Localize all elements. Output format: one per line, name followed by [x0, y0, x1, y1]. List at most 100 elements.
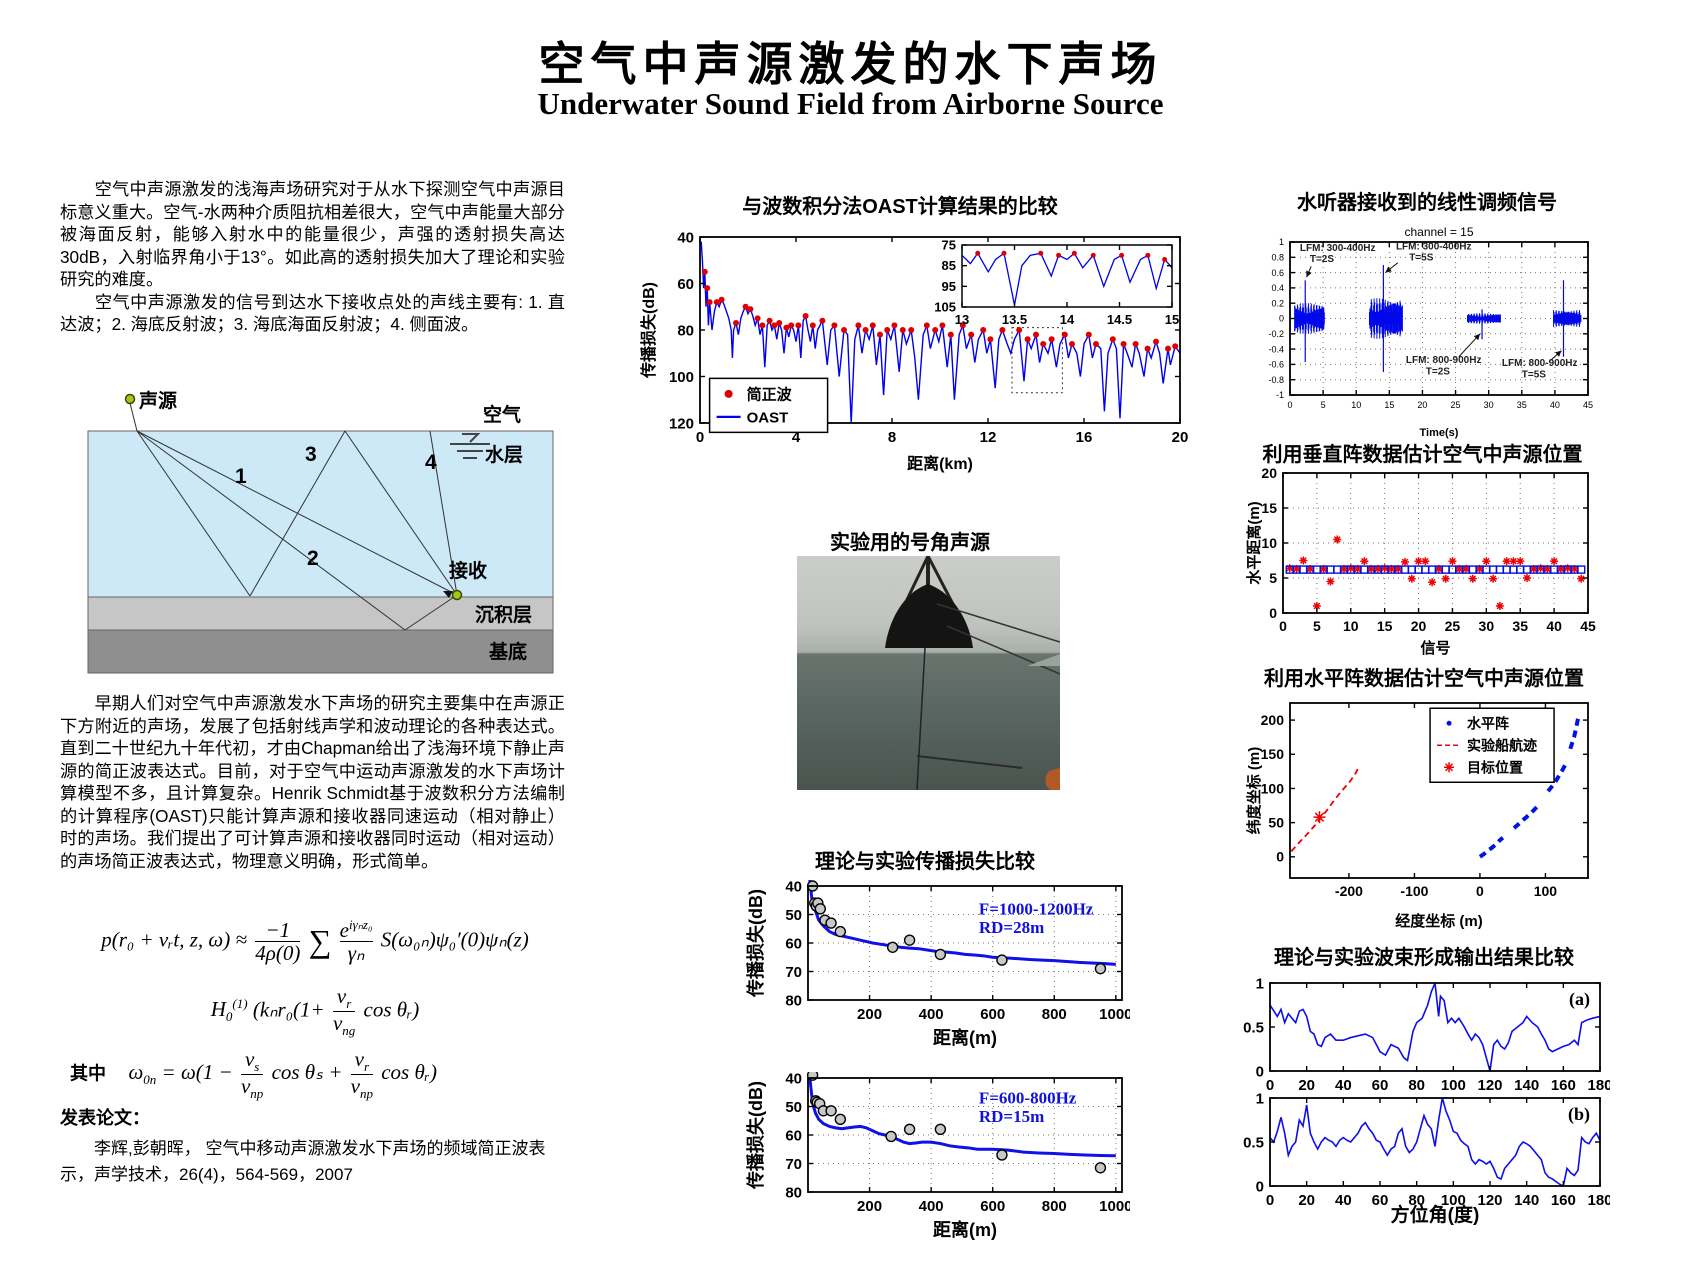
svg-text:传播损失(dB): 传播损失(dB): [639, 282, 658, 379]
svg-text:13.5: 13.5: [1002, 312, 1027, 327]
svg-text:200: 200: [1261, 712, 1285, 728]
eq2-open: (kₙr₀(1+: [252, 997, 325, 1022]
svg-text:0: 0: [1269, 605, 1277, 621]
svg-text:800: 800: [1042, 1198, 1067, 1215]
svg-text:0.5: 0.5: [1243, 1134, 1264, 1151]
svg-text:10: 10: [1343, 618, 1359, 634]
svg-text:14: 14: [1060, 312, 1075, 327]
svg-text:5: 5: [1321, 400, 1326, 410]
svg-text:T=5S: T=5S: [1522, 369, 1547, 380]
hanging-rope: [916, 647, 926, 790]
svg-text:10: 10: [1261, 535, 1277, 551]
water-surface-icon: [450, 433, 490, 459]
svg-text:channel = 15: channel = 15: [1404, 225, 1473, 239]
svg-text:15: 15: [1377, 618, 1393, 634]
svg-text:140: 140: [1514, 1077, 1539, 1094]
svg-text:400: 400: [919, 1006, 944, 1023]
vertical-array-chart: 0 5 10 15 20 25 30 35 40 45 0 5 10 15 20 信号 水平距离(m): [1245, 465, 1600, 657]
svg-text:信号: 信号: [1420, 639, 1450, 657]
svg-text:20: 20: [1298, 1077, 1315, 1094]
svg-text:13: 13: [955, 312, 969, 327]
svg-text:LFM: 300-400Hz: LFM: 300-400Hz: [1300, 243, 1376, 254]
eq2-H-sup: (1): [232, 996, 248, 1012]
svg-text:传播损失(dB): 传播损失(dB): [745, 1081, 766, 1190]
label-ray4: 4: [425, 451, 437, 474]
eq3-body: ω0n = ω(1 − vs vnp cos θₛ + vr vnp cos θᵣ): [128, 1048, 437, 1101]
oast-inset-chart: 13 13.5 14 14.5 15 75 85 95 105: [922, 238, 1180, 334]
svg-text:30: 30: [1479, 618, 1495, 634]
svg-text:10: 10: [1351, 400, 1361, 410]
svg-text:20: 20: [1172, 429, 1189, 446]
svg-text:水平距离(m): 水平距离(m): [1245, 501, 1263, 584]
svg-text:T=2S: T=2S: [1426, 366, 1451, 377]
svg-text:距离(m): 距离(m): [933, 1219, 997, 1240]
horn-photo-art: [885, 556, 1060, 790]
ray-path-diagram: 声源 空气 水层 接收 沉积层 基底 1 2 3 4: [85, 385, 563, 680]
sediment-region: [87, 596, 554, 631]
svg-text:-100: -100: [1400, 883, 1428, 899]
svg-text:80: 80: [1408, 1077, 1425, 1094]
equation-pressure: p(r₀ + vᵣt, z, ω) ≈ −1 4ρ(0) ∑ eiγₙz₀ γₙ S…: [70, 918, 560, 965]
eq1-f2-num: eiγₙz₀: [340, 918, 373, 941]
svg-text:-0.6: -0.6: [1268, 360, 1284, 370]
svg-text:简正波: 简正波: [747, 386, 793, 404]
publications: 发表论文： 李辉,彭朝晖， 空气中移动声源激发水下声场的频域简正波表示，声学技术…: [60, 1104, 570, 1188]
tl-compare-title: 理论与实验传播损失比较: [815, 851, 1035, 873]
svg-text:14.5: 14.5: [1107, 312, 1132, 327]
svg-text:35: 35: [1517, 400, 1527, 410]
svg-text:(a): (a): [1569, 989, 1590, 1010]
beamforming-chart-b: 0 20 40 60 80 100 120 140 160 180 0 0.5 1 方位角(度) (b): [1238, 1090, 1612, 1226]
svg-text:120: 120: [1477, 1077, 1502, 1094]
svg-text:0.6: 0.6: [1271, 268, 1284, 278]
history-text: 早期人们对空气中声源激发水下声场的研究主要集中在声源正下方附近的声场，发展了包括…: [60, 693, 565, 871]
svg-text:距离(km): 距离(km): [907, 454, 973, 473]
svg-text:0: 0: [1266, 1192, 1274, 1209]
horizontal-array-chart: -200 -100 0 100 0 50 100 150 200 经度坐标 (m) 纬度坐标 (m)…: [1245, 695, 1603, 930]
svg-text:-0.8: -0.8: [1268, 375, 1284, 385]
publications-heading: 发表论文：: [60, 1108, 150, 1128]
svg-text:0: 0: [1276, 849, 1284, 865]
cable-right-2: [946, 625, 1060, 675]
svg-text:1000: 1000: [1099, 1006, 1130, 1023]
receiver-arrowhead-icon: [443, 591, 453, 598]
svg-text:180: 180: [1587, 1077, 1610, 1094]
eq2-H: H0(1): [210, 996, 248, 1025]
eq1-fraction-2: eiγₙz₀ γₙ: [337, 918, 376, 965]
svg-text:F=600-800Hz: F=600-800Hz: [979, 1089, 1077, 1108]
svg-text:80: 80: [1408, 1192, 1425, 1209]
photo-title: 实验用的号角声源: [830, 532, 990, 554]
svg-text:40: 40: [785, 880, 802, 895]
horn-bell-shape: [885, 584, 973, 648]
lfm-chart-title: 水听器接收到的线性调频信号: [1297, 192, 1557, 214]
svg-text:50: 50: [785, 1099, 802, 1116]
history-paragraph: 早期人们对空气中声源激发水下声场的研究主要集中在声源正下方附近的声场，发展了包括…: [60, 692, 565, 872]
svg-text:16: 16: [1076, 429, 1093, 446]
svg-text:0.8: 0.8: [1271, 252, 1284, 262]
label-ray3: 3: [305, 443, 317, 466]
where-label: 其中: [70, 1063, 106, 1084]
intro-text-1: 空气中声源激发的浅海声场研究对于从水下探测空气中声源目标意义重大。空气-水两种介…: [60, 179, 565, 289]
svg-text:T=5S: T=5S: [1409, 252, 1434, 263]
intro-paragraph: 空气中声源激发的浅海声场研究对于从水下探测空气中声源目标意义重大。空气-水两种介…: [60, 178, 565, 336]
svg-text:75: 75: [942, 240, 956, 253]
beamforming-chart-a: 0 20 40 60 80 100 120 140 160 180 0 0.5 1 (a): [1238, 975, 1612, 1103]
svg-text:5: 5: [1269, 570, 1277, 586]
svg-text:LFM: 300-400Hz: LFM: 300-400Hz: [1396, 242, 1472, 253]
horn-source-photo: [797, 556, 1060, 790]
svg-text:40: 40: [677, 229, 694, 246]
svg-text:70: 70: [785, 964, 802, 981]
basement-region: [87, 629, 554, 674]
svg-text:0: 0: [1279, 618, 1287, 634]
intro-text-2: 空气中声源激发的信号到达水下接收点处的声线主要有: 1. 直达波；2. 海底反射…: [60, 291, 565, 335]
svg-text:85: 85: [942, 258, 956, 273]
distant-hill: [1027, 654, 1060, 666]
eq2-close: cos θᵣ): [363, 997, 420, 1022]
svg-text:600: 600: [980, 1198, 1005, 1215]
svg-text:80: 80: [785, 1184, 802, 1201]
svg-text:100: 100: [1441, 1192, 1466, 1209]
svg-text:0: 0: [1287, 400, 1292, 410]
svg-text:80: 80: [785, 992, 802, 1009]
ray-path-diagram-svg: 声源 空气 水层 接收 沉积层 基底 1 2 3 4: [87, 389, 554, 674]
svg-text:纬度坐标 (m): 纬度坐标 (m): [1245, 747, 1263, 835]
svg-text:0: 0: [1256, 1178, 1264, 1195]
